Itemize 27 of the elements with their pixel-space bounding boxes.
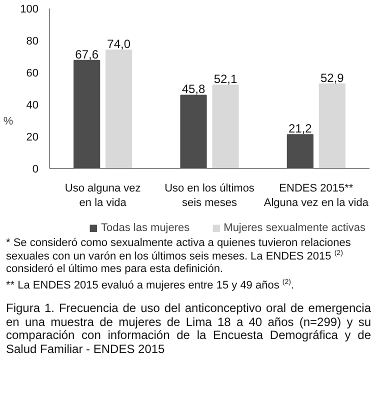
y-tick-label: 40 — [26, 100, 39, 112]
y-tick-label: 60 — [26, 68, 39, 80]
text: Figura 1. Frecuencia de uso del anticonceptivo oral de emergencia en una muestra de mujeres de Lima 18 a 40 años (n=299) y su comparación con información de la Encuesta Demográfica y de Salud Familiar - ENDES 2015 — [6, 300, 371, 358]
y-tick-label: 0 — [32, 164, 39, 176]
legend-label: Mujeres sexualmente activas — [224, 222, 366, 234]
y-axis-title: % — [3, 116, 14, 128]
y-tick-label: 20 — [26, 132, 39, 144]
x-tick-label: Uso en los últimos seis meses — [164, 182, 255, 209]
data-label: 52,9 — [320, 70, 344, 85]
data-label: 45,8 — [182, 82, 206, 96]
bar — [286, 134, 314, 169]
bar — [106, 50, 132, 169]
x-tick-label: Uso alguna vez en la vida — [64, 182, 141, 209]
bar — [318, 83, 346, 169]
data-label: 67,6 — [75, 47, 99, 62]
text: ** La ENDES 2015 evaluó a mujeres entre 15 y 49 años $^{(2)}$. — [6, 278, 294, 292]
bar — [180, 94, 207, 169]
text: * Se consideró como sexualmente activa a quienes tuvieron relaciones sexuales con un varón en los últimos seis meses. La ENDES 2015 $^{(2)}$ consideró el último mes para esta definición. — [6, 237, 351, 275]
data-label: 52,1 — [214, 72, 238, 86]
x-tick-label: ENDES 2015** Alguna vez en la vida — [264, 182, 370, 209]
data-label: 74,0 — [107, 37, 131, 52]
y-tick-label: 80 — [26, 36, 39, 48]
bar — [212, 84, 239, 169]
legend-label: Todas las mujeres — [101, 222, 190, 234]
bar — [74, 60, 100, 169]
y-tick-label: 100 — [20, 4, 39, 16]
data-label: 21,2 — [288, 122, 312, 136]
